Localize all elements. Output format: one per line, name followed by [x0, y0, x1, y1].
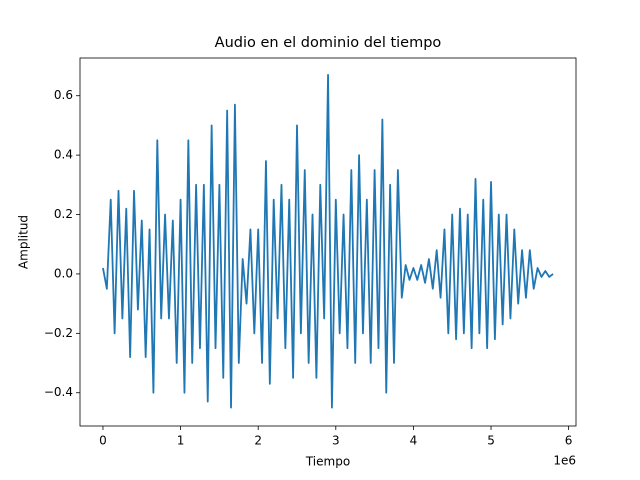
- x-tick-label: 3: [332, 434, 340, 448]
- x-axis-label: Tiempo: [305, 455, 350, 469]
- y-tick-label: −0.4: [44, 385, 73, 399]
- x-tick-label: 6: [565, 434, 573, 448]
- x-tick-label: 1: [177, 434, 185, 448]
- waveform-line: [102, 74, 554, 409]
- chart-title: Audio en el dominio del tiempo: [215, 35, 442, 51]
- x-tick-label: 2: [254, 434, 262, 448]
- x-tick-label: 5: [487, 434, 495, 448]
- y-tick-label: 0.6: [54, 88, 73, 102]
- y-tick-label: −0.2: [44, 326, 73, 340]
- x-tick-label: 0: [99, 434, 107, 448]
- x-tick-label: 4: [410, 434, 418, 448]
- y-tick-label: 0.4: [54, 148, 73, 162]
- y-tick-label: 0.2: [54, 207, 73, 221]
- y-tick-label: 0.0: [54, 266, 73, 280]
- y-axis-label: Amplitud: [17, 215, 31, 269]
- plot-frame: [79, 57, 577, 427]
- x-offset-label: 1e6: [553, 454, 576, 468]
